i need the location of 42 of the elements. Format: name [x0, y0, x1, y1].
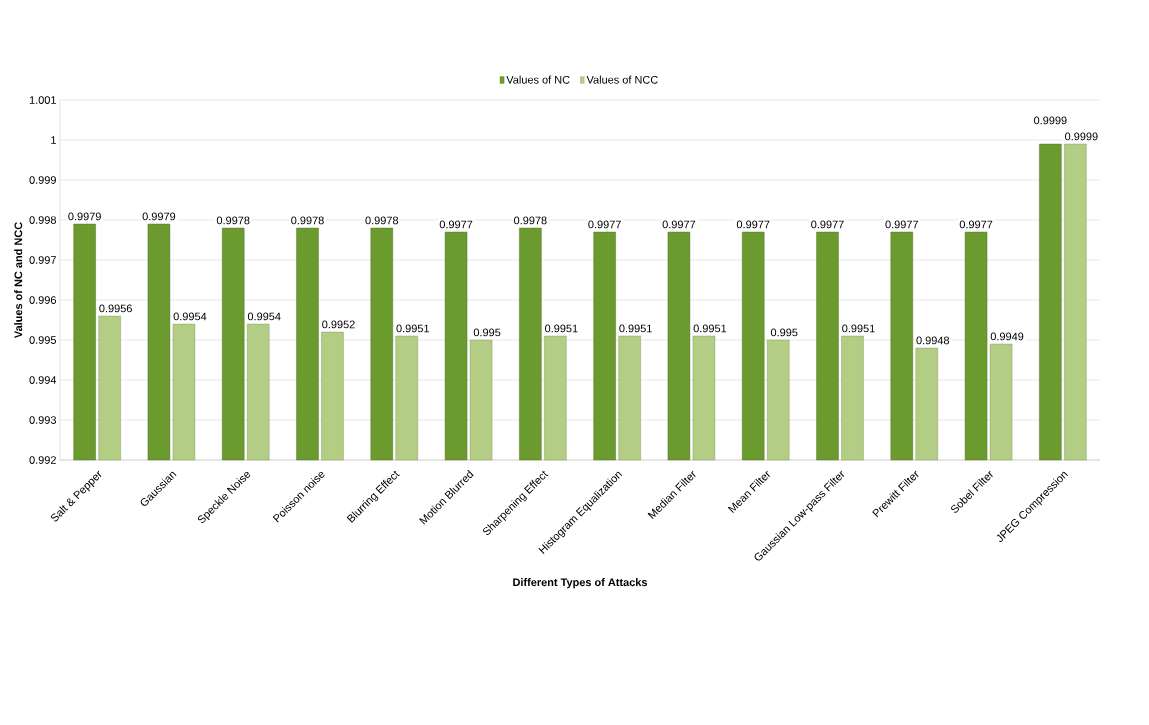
data-label: 0.9978 [514, 216, 547, 225]
data-label: 0.9978 [216, 216, 250, 225]
y-tick-label: 0.996 [29, 296, 56, 304]
data-label: 0.9977 [959, 220, 993, 229]
y-tick-label: 0.992 [29, 456, 56, 464]
data-label: 0.9978 [365, 216, 399, 225]
data-label: 0.9978 [291, 216, 324, 225]
data-label: 0.995 [473, 328, 501, 337]
data-label: 0.9956 [99, 304, 132, 313]
data-label: 0.9951 [396, 324, 430, 333]
y-tick-label: 1.001 [29, 96, 56, 104]
y-tick-label: 0.999 [29, 176, 56, 184]
data-label: 0.9951 [842, 324, 875, 333]
y-tick-label: 1 [51, 136, 56, 144]
y-tick-label: 0.995 [29, 336, 57, 344]
data-label: 0.9951 [693, 324, 727, 333]
y-tick-label: 0.994 [29, 376, 57, 384]
data-label: 0.9977 [885, 220, 918, 229]
data-label: 0.9977 [811, 220, 844, 229]
data-label: 0.9979 [142, 212, 176, 221]
data-label: 0.9952 [322, 320, 355, 329]
legend-label: Values of NCC [586, 75, 658, 84]
data-label: 0.9999 [1065, 132, 1098, 141]
y-tick-label: 0.998 [29, 216, 56, 224]
data-label: 0.9977 [588, 220, 621, 229]
data-label: 0.995 [770, 328, 798, 337]
data-label: 0.9954 [173, 312, 207, 321]
x-axis-title: Different Types of Attacks [513, 578, 648, 589]
data-label: 0.9977 [736, 220, 770, 229]
data-label: 0.9977 [439, 220, 473, 229]
data-label: 0.9954 [247, 312, 281, 321]
y-axis-title: Values of NC and NCC [14, 222, 23, 339]
data-label: 0.9999 [1034, 116, 1067, 125]
y-tick-label: 0.993 [29, 416, 56, 424]
data-label: 0.9948 [916, 336, 950, 345]
legend-label: Values of NC [506, 75, 570, 84]
y-tick-label: 0.997 [29, 256, 56, 264]
data-label: 0.9951 [545, 324, 578, 333]
data-label: 0.9949 [990, 332, 1024, 341]
data-label: 0.9977 [662, 220, 696, 229]
data-label: 0.9951 [619, 324, 652, 333]
data-label: 0.9979 [68, 212, 101, 221]
